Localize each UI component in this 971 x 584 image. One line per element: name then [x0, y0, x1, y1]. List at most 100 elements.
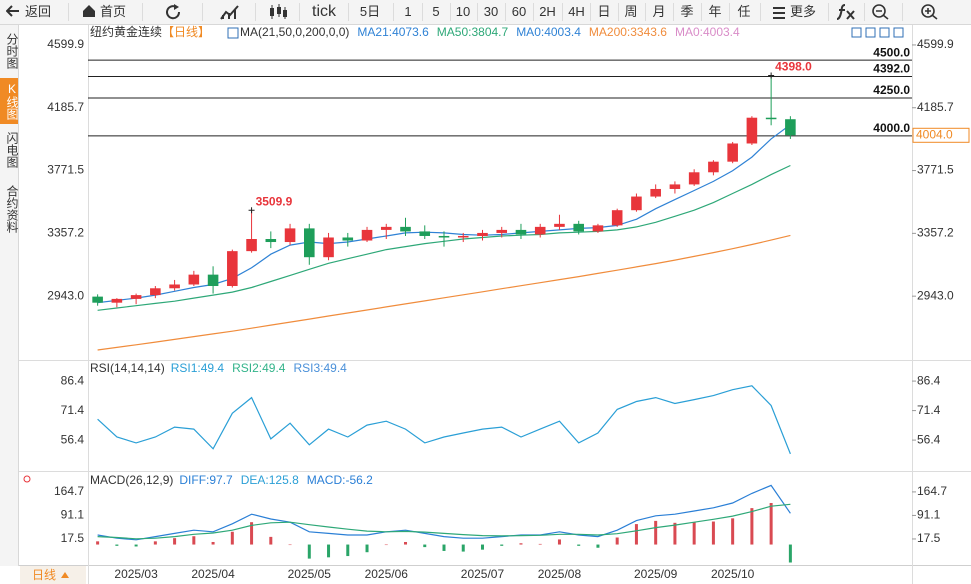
sidebar-tab-active[interactable]: K线图	[0, 78, 19, 124]
candle-body	[361, 229, 373, 241]
sidebar-tab[interactable]: 分时图	[5, 33, 19, 69]
candle-body	[150, 288, 161, 296]
candle-body	[130, 295, 142, 299]
macd-bar	[750, 508, 754, 545]
y-tick-label: 4185.7	[47, 100, 84, 114]
y-tick-label: 86.4	[61, 373, 85, 387]
candle-body	[380, 226, 392, 230]
period-button[interactable]: 年	[708, 4, 722, 19]
macd-bar	[346, 544, 350, 557]
y-tick-label: 56.4	[61, 432, 85, 446]
candle-body	[323, 237, 334, 258]
sidebar-tab[interactable]: 闪电图	[5, 132, 19, 168]
more-button[interactable]: 更多	[789, 4, 816, 19]
candle-body	[284, 228, 296, 243]
x-tick-label: 2025/07	[461, 567, 505, 581]
candle-body	[534, 226, 546, 235]
candle-body	[592, 225, 604, 232]
macd-bar	[211, 541, 215, 545]
macd-bar	[692, 522, 696, 545]
y-tick-label: 3357.2	[47, 226, 84, 240]
sidebar-tab[interactable]: 合约资料	[5, 185, 19, 233]
back-button[interactable]: 返回	[24, 4, 51, 19]
macd-bar	[250, 522, 254, 545]
y-tick-label: 17.5	[917, 531, 941, 545]
y-tick-label: 164.7	[917, 484, 947, 498]
macd-bar	[365, 544, 369, 553]
macd-bar	[769, 503, 773, 545]
candle-body	[342, 237, 354, 241]
x-tick-label: 2025/03	[114, 567, 158, 581]
period-button[interactable]: 5日	[359, 4, 381, 19]
y-tick-label: 2943.0	[917, 288, 954, 302]
home-icon	[83, 5, 95, 17]
zoom-in-button[interactable]	[921, 4, 939, 20]
legend-entry: MA0:4003.4	[675, 25, 740, 39]
macd-bar	[480, 544, 484, 550]
period-button[interactable]: 5	[432, 4, 440, 19]
legend-entry: MA21:4073.6	[357, 25, 429, 39]
candle-body	[785, 119, 796, 136]
period-button[interactable]: 30	[483, 4, 499, 19]
legend-entry: RSI1:49.4	[171, 361, 225, 375]
indicator-button[interactable]	[268, 4, 288, 20]
macd-bar	[615, 537, 619, 545]
macd-bar	[423, 544, 427, 548]
period-button[interactable]: 任	[737, 4, 751, 19]
formula-button[interactable]	[836, 4, 856, 20]
price-level-label: 4000.0	[873, 121, 910, 135]
period-button[interactable]: 月	[652, 4, 666, 19]
macd-bar	[577, 544, 581, 546]
period-button[interactable]: 日	[597, 4, 611, 19]
candle-body	[92, 296, 103, 303]
zoom-out-button[interactable]	[872, 4, 890, 20]
candle-body	[727, 143, 738, 162]
macd-bar	[96, 541, 100, 545]
candle-body	[188, 274, 200, 285]
moving-average	[97, 234, 791, 351]
period-button[interactable]: 1	[404, 4, 412, 19]
settings-icon[interactable]	[23, 475, 31, 483]
legend-entry: DEA:125.8	[241, 473, 299, 487]
period-button[interactable]: 4H	[568, 4, 585, 19]
last-price-box	[912, 127, 970, 143]
chart-title-suffix: 【日线】	[162, 25, 210, 39]
legend-entry: MA50:3804.7	[437, 25, 509, 39]
toolbar: 返回 首页 tick 5日 1 5 10 30 60 2H 4H 日 周 月 季…	[0, 0, 971, 25]
macd-bar	[153, 541, 157, 545]
legend-entry: DIFF:97.7	[179, 473, 233, 487]
macd-bar	[192, 536, 196, 545]
period-button[interactable]: 60	[511, 4, 527, 19]
last-price-label: 4004.0	[916, 127, 953, 141]
candle-body	[650, 188, 661, 197]
macd-bar	[230, 531, 234, 545]
candle-body	[265, 239, 277, 243]
panel-buttons[interactable]	[851, 27, 904, 38]
macd-bar	[788, 544, 792, 563]
period-button[interactable]: 2H	[539, 4, 556, 19]
candle-body	[496, 229, 508, 233]
macd-line	[97, 503, 791, 540]
x-tick-label: 2025/09	[634, 567, 678, 581]
macd-bar	[269, 536, 273, 545]
chart-type-button[interactable]	[220, 4, 240, 20]
refresh-button[interactable]	[165, 4, 183, 20]
macd-bar	[384, 544, 388, 546]
macd-bar	[596, 544, 600, 548]
x-tick-label: 2025/05	[288, 567, 332, 581]
period-selector[interactable]: 日线	[20, 566, 86, 584]
home-button[interactable]: 首页	[99, 4, 126, 19]
macd-bar	[115, 544, 119, 546]
period-button[interactable]: 10	[455, 4, 471, 19]
y-tick-label: 4599.9	[47, 37, 84, 51]
period-button[interactable]: 周	[624, 4, 638, 19]
y-tick-label: 56.4	[917, 432, 941, 446]
candle-body	[611, 210, 623, 226]
price-level-label: 4250.0	[873, 83, 910, 97]
candle-body	[631, 196, 642, 211]
price-level-label: 4392.0	[873, 62, 910, 76]
period-button[interactable]: 季	[680, 4, 694, 19]
ma-icon[interactable]	[227, 27, 239, 39]
period-button[interactable]: tick	[312, 3, 336, 20]
